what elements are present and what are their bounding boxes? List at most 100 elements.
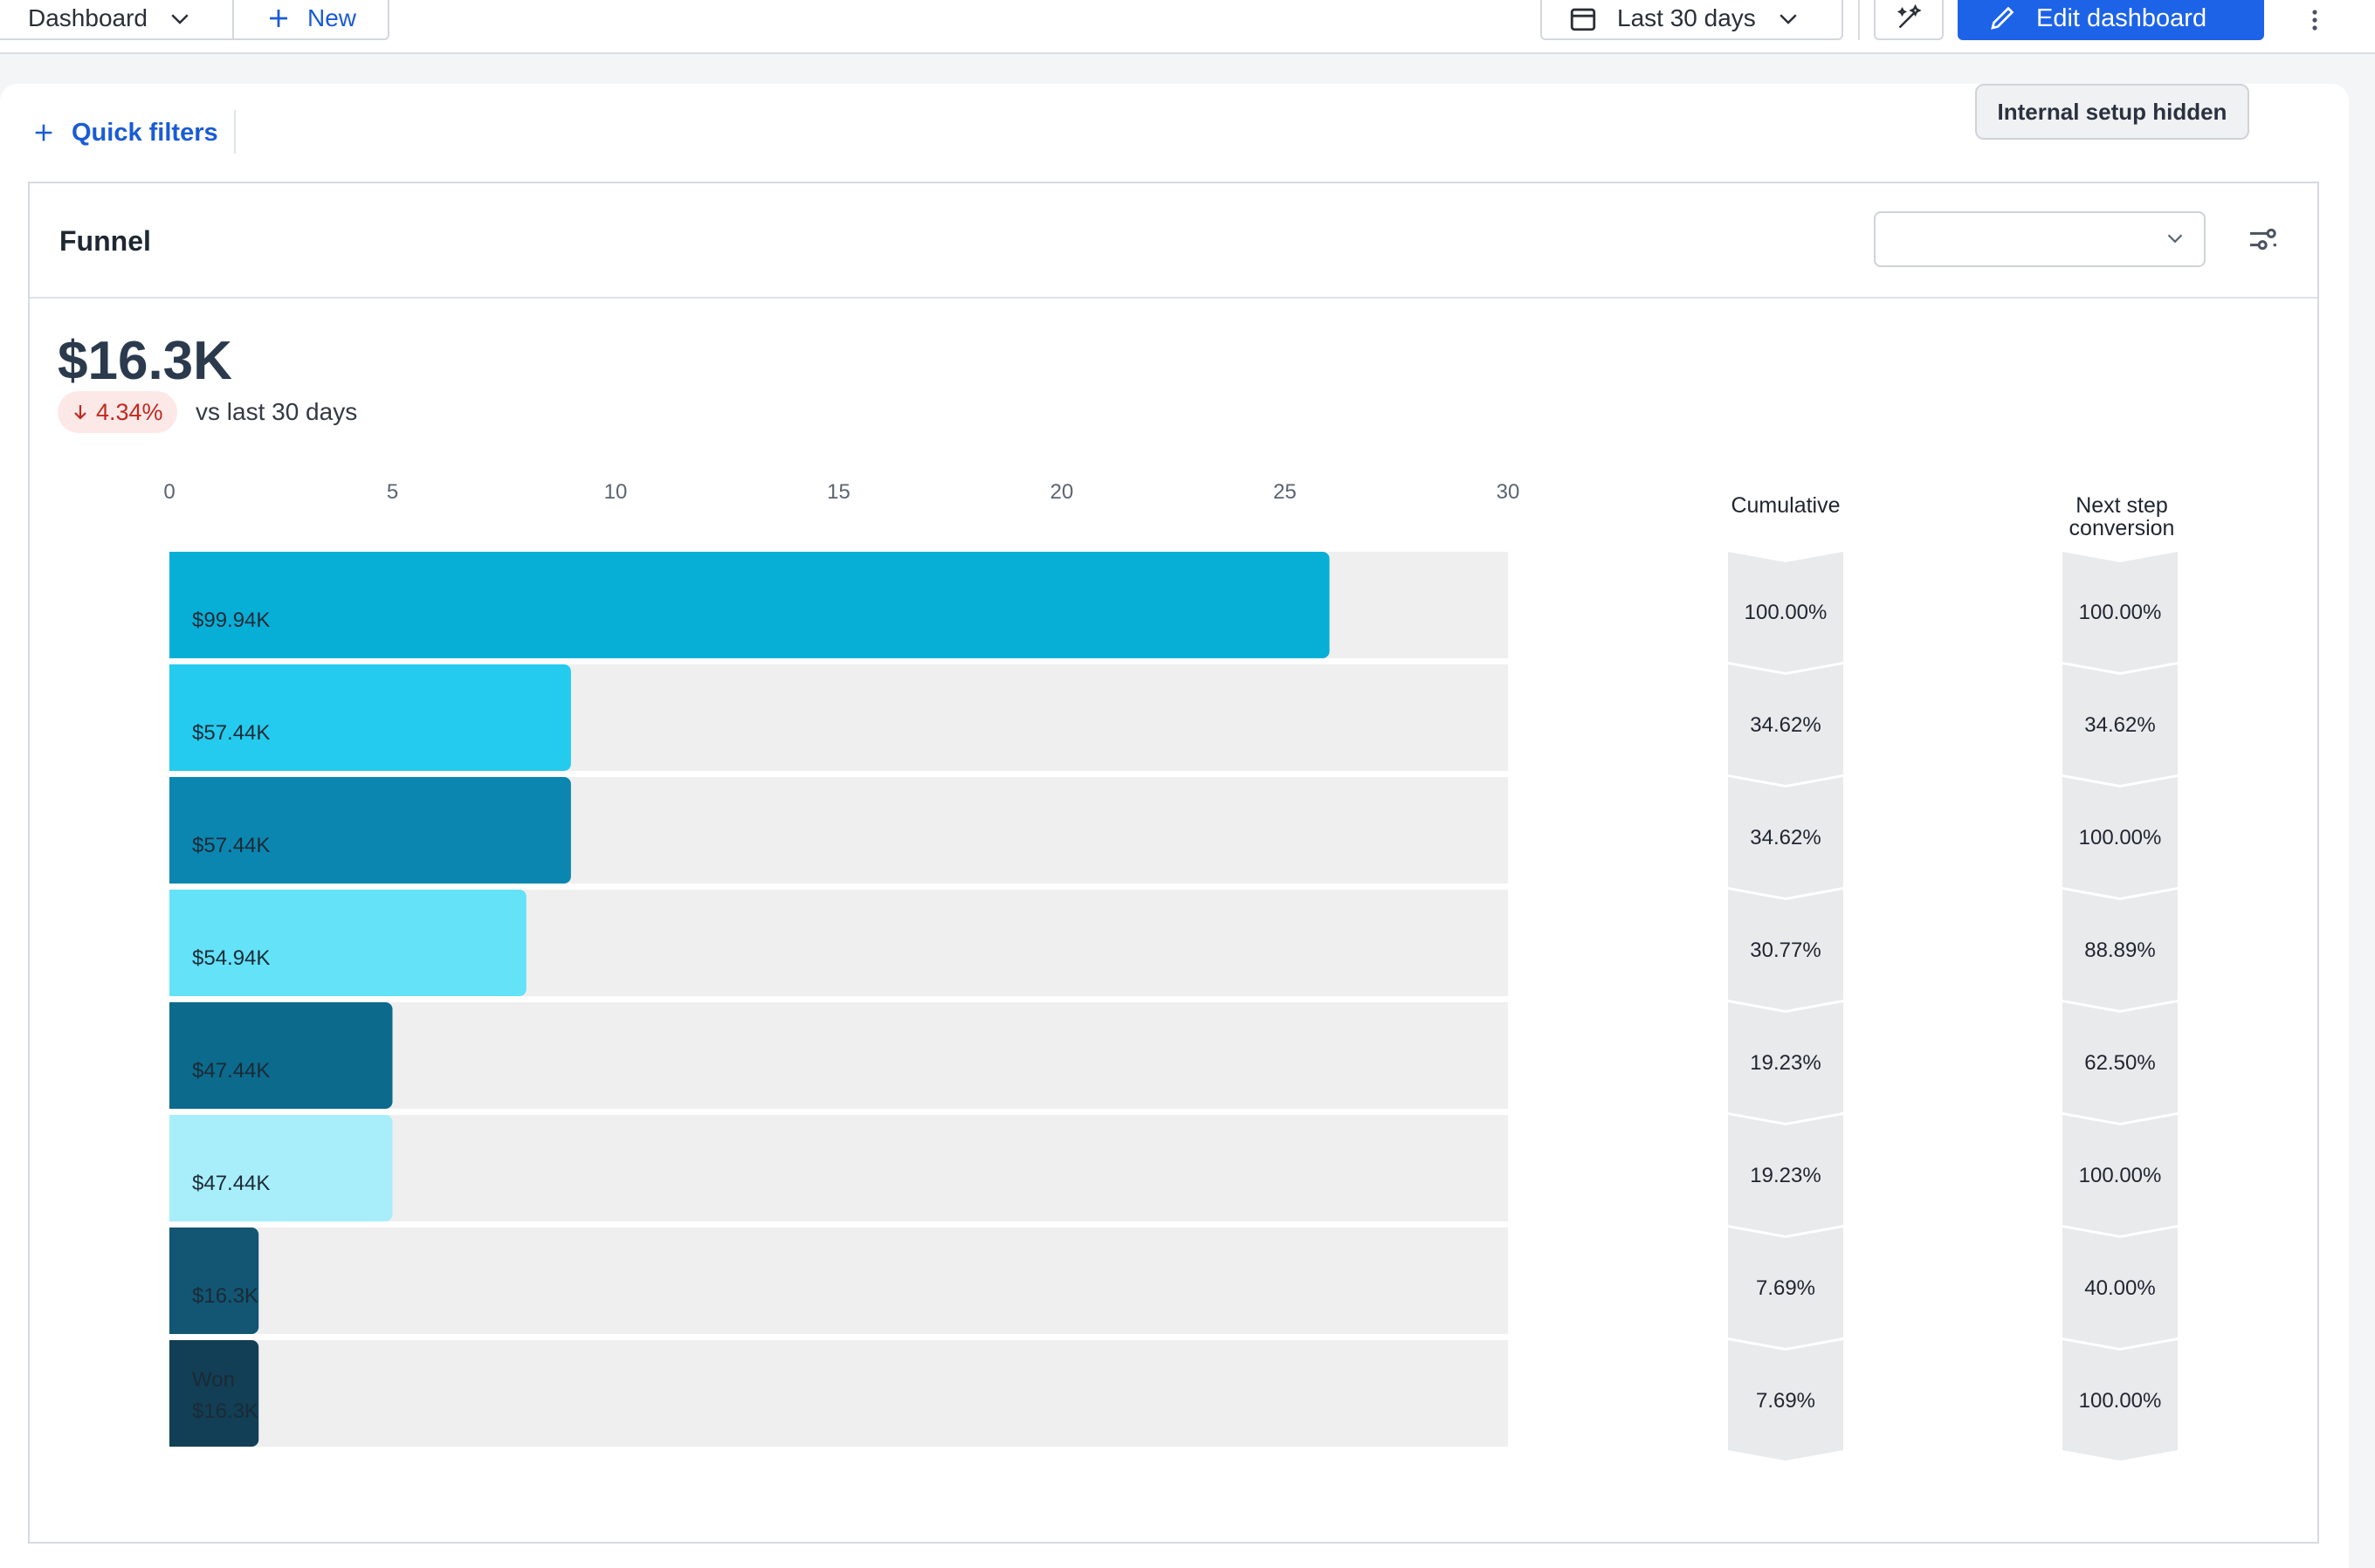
cumulative-cell	[1728, 1002, 1843, 1123]
x-axis-tick-label: 30	[1497, 480, 1520, 504]
bar-value-label: $16.3K	[192, 1400, 258, 1423]
next-step-conversion-value: 34.62%	[2084, 713, 2155, 737]
x-axis-tick-label: 0	[163, 480, 175, 504]
chevron-down-icon	[171, 14, 189, 24]
date-range-selector[interactable]: Last 30 days	[1540, 0, 1843, 40]
x-axis-tick-label: 10	[604, 480, 628, 504]
next-step-conversion-cell	[2062, 777, 2178, 897]
funnel-bar-edge	[169, 1115, 180, 1221]
more-options-button[interactable]	[2302, 0, 2328, 40]
sparkles-icon	[1897, 3, 1922, 29]
kpi-delta-value: 4.34%	[96, 398, 163, 425]
funnel-bar-edge	[169, 1340, 180, 1447]
cumulative-value: 19.23%	[1750, 1051, 1821, 1075]
kpi-delta-badge: 4.34%	[58, 391, 177, 433]
next-step-conversion-value: 100.00%	[2079, 826, 2162, 849]
next-step-header-line1: Next step	[2076, 493, 2168, 518]
bar-value-label: $16.3K	[192, 1284, 258, 1308]
pencil-icon	[1991, 6, 2014, 30]
dashboard-label: Dashboard	[28, 4, 148, 31]
cumulative-value: 34.62%	[1750, 713, 1821, 737]
cumulative-cell	[1728, 777, 1843, 897]
cumulative-value: 30.77%	[1750, 939, 1821, 962]
funnel-bar-edge	[169, 1228, 180, 1334]
toolbar-divider	[1858, 0, 1860, 40]
funnel-bar	[169, 777, 571, 884]
arrow-down-icon	[74, 405, 86, 420]
bar-value-label: $57.44K	[192, 721, 270, 745]
date-range-label: Last 30 days	[1617, 4, 1756, 31]
funnel-bar	[169, 890, 527, 996]
funnel-bar	[169, 664, 571, 771]
cumulative-cell	[1728, 1228, 1843, 1348]
next-step-header-line2: conversion	[2069, 516, 2175, 540]
chevron-down-icon	[2167, 234, 2183, 244]
next-step-conversion-value: 40.00%	[2084, 1276, 2155, 1300]
quick-filters-label: Quick filters	[72, 118, 218, 147]
widget-select[interactable]	[1874, 211, 2206, 267]
next-step-conversion-cell	[2062, 552, 2178, 672]
next-step-conversion-cell	[2062, 890, 2178, 1010]
next-step-conversion-cell	[2062, 1340, 2178, 1461]
widget-title: Funnel	[59, 225, 151, 257]
next-step-conversion-value: 100.00%	[2079, 601, 2162, 624]
chevron-down-icon	[1780, 14, 1797, 24]
cumulative-value: 100.00%	[1745, 601, 1828, 624]
cumulative-value: 34.62%	[1750, 826, 1821, 849]
bar-value-label: $54.94K	[192, 946, 270, 970]
funnel-bar	[169, 1228, 259, 1334]
sliders-icon[interactable]	[2246, 222, 2281, 257]
new-button[interactable]: New	[232, 0, 389, 40]
next-step-header: Next step conversion	[2034, 494, 2209, 540]
dashboard-selector[interactable]: Dashboard	[0, 0, 233, 40]
cumulative-header-label: Cumulative	[1731, 493, 1841, 518]
cumulative-cell	[1728, 1115, 1843, 1235]
bar-track	[169, 1228, 1508, 1334]
funnel-bar	[169, 1115, 393, 1221]
bar-track	[169, 1340, 1508, 1447]
filters-divider	[234, 110, 236, 154]
next-step-conversion-cell	[2062, 1115, 2178, 1235]
stage-label: Won	[192, 1368, 235, 1392]
cumulative-cell	[1728, 890, 1843, 1010]
next-step-conversion-value: 100.00%	[2079, 1164, 2162, 1187]
calendar-icon	[1570, 8, 1596, 31]
funnel-bar-edge	[169, 552, 180, 658]
cumulative-header: Cumulative	[1711, 494, 1860, 517]
funnel-bar-edge	[169, 777, 180, 884]
edit-dashboard-label: Edit dashboard	[2036, 3, 2207, 32]
plus-icon	[35, 124, 52, 141]
next-step-conversion-cell	[2062, 1228, 2178, 1348]
internal-setup-badge[interactable]: Internal setup hidden	[1975, 84, 2249, 140]
x-axis-tick-label: 25	[1273, 480, 1297, 504]
funnel-bar-edge	[169, 664, 180, 771]
bar-value-label: $47.44K	[192, 1059, 270, 1083]
next-step-conversion-value: 62.50%	[2084, 1051, 2155, 1075]
edit-dashboard-button[interactable]: Edit dashboard	[1958, 0, 2264, 40]
plus-icon	[270, 10, 287, 27]
ai-assist-button[interactable]	[1874, 0, 1944, 40]
funnel-bar-edge	[169, 1002, 180, 1109]
cumulative-value: 7.69%	[1756, 1389, 1815, 1413]
funnel-bar	[169, 1340, 259, 1447]
funnel-bar	[169, 552, 1330, 658]
quick-filters-button[interactable]: Quick filters	[31, 117, 218, 148]
top-toolbar: Dashboard New Last 30 days Edit dashboar…	[0, 0, 2375, 54]
cumulative-cell	[1728, 552, 1843, 672]
bar-value-label: $47.44K	[192, 1172, 270, 1195]
bar-value-label: $99.94K	[192, 609, 270, 632]
cumulative-cell	[1728, 1340, 1843, 1461]
more-vertical-icon	[2312, 10, 2317, 31]
bar-value-label: $57.44K	[192, 834, 270, 857]
next-step-conversion-value: 100.00%	[2079, 1389, 2162, 1413]
kpi-compare-label: vs last 30 days	[196, 398, 358, 425]
funnel-bar	[169, 1002, 393, 1109]
x-axis-tick-label: 20	[1050, 480, 1074, 504]
widget-header: Funnel	[30, 183, 2317, 299]
x-axis-tick-label: 15	[827, 480, 850, 504]
funnel-chart: 0 5 10 15 20 25 30 $99.94K 100.00% 100.00% $57.44K…	[163, 480, 2178, 1461]
next-step-conversion-value: 88.89%	[2084, 939, 2155, 962]
cumulative-cell	[1728, 664, 1843, 785]
cumulative-value: 7.69%	[1756, 1276, 1815, 1300]
x-axis-tick-label: 5	[387, 480, 398, 504]
